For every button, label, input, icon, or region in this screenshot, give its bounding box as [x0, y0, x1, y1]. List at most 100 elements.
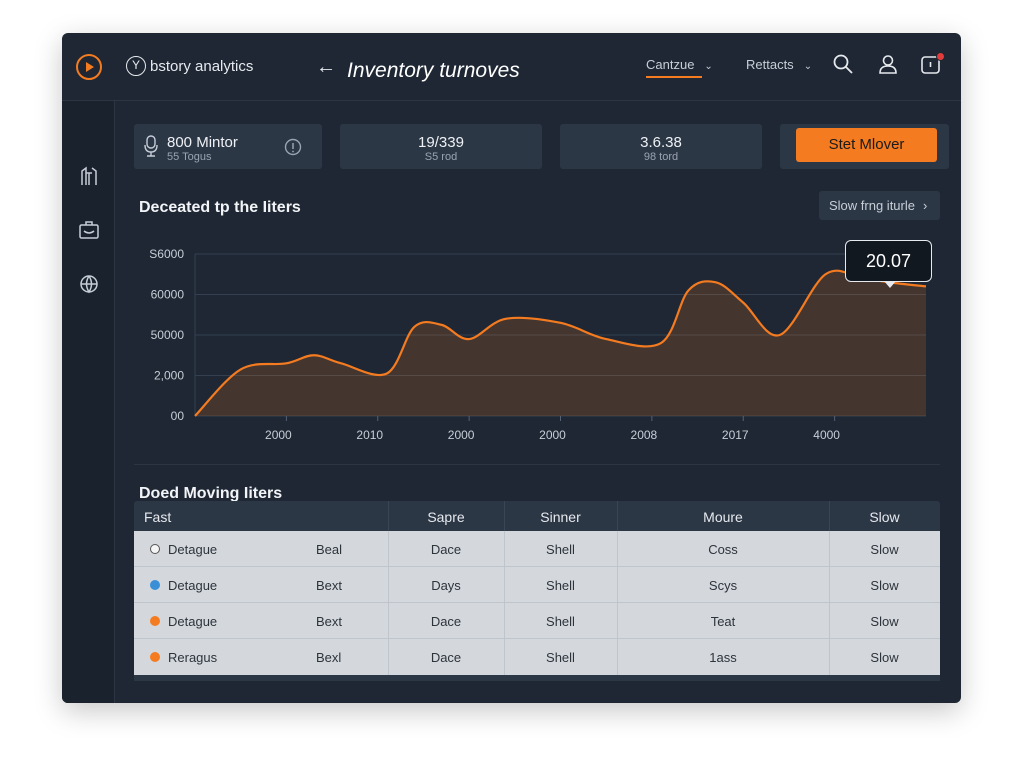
- stat-card-2[interactable]: 19/339 S5 rod: [340, 124, 542, 169]
- row-cell: Shell: [546, 650, 575, 665]
- column-divider: [388, 531, 389, 675]
- stat-card-3[interactable]: 3.6.38 98 tord: [560, 124, 762, 169]
- search-icon[interactable]: [832, 53, 854, 75]
- table-footer: [134, 675, 940, 681]
- row-cell: Days: [431, 578, 461, 593]
- column-header[interactable]: Fast: [144, 509, 172, 525]
- chart-area: [195, 270, 926, 416]
- chart-title: Deceated tp the Iiters: [139, 199, 301, 216]
- section-divider: [134, 464, 940, 465]
- page-title: Inventory turnoves: [347, 59, 520, 82]
- status-dot: [150, 544, 160, 554]
- row-cell: Slow: [870, 542, 899, 557]
- start-mover-button[interactable]: Stet Mlover: [796, 128, 937, 162]
- chevron-down-icon: ⌄: [803, 61, 813, 72]
- x-tick-label: 2008: [631, 428, 658, 442]
- row-name: Detague: [168, 542, 218, 557]
- row-cell: Slow: [870, 614, 899, 629]
- notification-icon[interactable]: [920, 53, 942, 75]
- row-name: Detague: [168, 578, 218, 593]
- stat-value: 800 Mintor: [167, 134, 238, 151]
- row-cell: Shell: [546, 578, 575, 593]
- row-cell: Shell: [546, 542, 575, 557]
- microphone-icon: [144, 135, 158, 157]
- nav-item-label: Cantzue: [646, 57, 695, 72]
- table-row[interactable]: Reragus Bexl Dace Shell 1ass Slow: [134, 639, 940, 675]
- column-header[interactable]: Slow: [869, 509, 900, 525]
- briefcase-icon[interactable]: [78, 219, 100, 241]
- y-tick-label: 60000: [151, 288, 185, 302]
- nav-item-label: Rettacts: [746, 57, 794, 72]
- brand-mark-icon: Y: [126, 56, 146, 76]
- app-window: Y bstory analytics ← Inventory turnoves …: [62, 33, 961, 703]
- table-body: Detague Beal Dace Shell Coss Slow Detagu…: [134, 531, 940, 675]
- table-row[interactable]: Detague Bext Dace Shell Teat Slow: [134, 603, 940, 639]
- slow-filter-button[interactable]: Slow frng iturle ›: [819, 191, 940, 220]
- stat-value: 3.6.38: [640, 134, 682, 151]
- status-dot: [150, 580, 160, 590]
- y-tick-label: 2,000: [154, 369, 184, 383]
- row-cell: Shell: [546, 614, 575, 629]
- globe-icon[interactable]: [78, 273, 100, 295]
- back-arrow-icon[interactable]: ←: [316, 56, 336, 78]
- app-header: Y bstory analytics ← Inventory turnoves …: [62, 33, 961, 101]
- nav-item-rettacts[interactable]: Rettacts ⌄: [746, 57, 812, 72]
- row-cell: Teat: [710, 614, 736, 629]
- chevron-right-icon: ›: [922, 198, 928, 213]
- row-cell: 1ass: [709, 650, 737, 665]
- brand-name: bstory analytics: [150, 58, 254, 75]
- table-row[interactable]: Detague Beal Dace Shell Coss Slow: [134, 531, 940, 567]
- row-cell: Coss: [708, 542, 738, 557]
- row-cell: Slow: [870, 578, 899, 593]
- row-cell: Dace: [430, 614, 462, 629]
- row-cell: Dace: [430, 542, 462, 557]
- status-dot: [150, 652, 160, 662]
- stat-label: S5 rod: [424, 151, 458, 163]
- column-header[interactable]: Sapre: [427, 509, 465, 525]
- x-tick-label: 2000: [539, 428, 566, 442]
- chart-tooltip: 20.07: [845, 240, 932, 288]
- column-divider: [829, 531, 830, 675]
- table-row[interactable]: Detague Bext Days Shell Scys Slow: [134, 567, 940, 603]
- inventory-icon[interactable]: [78, 165, 100, 187]
- info-icon[interactable]: [284, 138, 302, 156]
- column-divider: [504, 501, 505, 531]
- column-header[interactable]: Moure: [703, 509, 743, 525]
- stat-value: 19/339: [418, 134, 464, 151]
- x-tick-label: 2010: [356, 428, 383, 442]
- slow-moving-table: Fast Sapre Sinner Moure Slow Detague Bea…: [134, 501, 940, 681]
- table-title: Doed Moving Iiters: [139, 485, 283, 502]
- notification-badge: [936, 52, 945, 61]
- column-divider: [388, 501, 389, 531]
- x-tick-label: 2000: [265, 428, 292, 442]
- status-dot: [150, 616, 160, 626]
- stat-label: 55 Togus: [167, 151, 212, 163]
- y-tick-label: 00: [171, 409, 185, 423]
- column-divider: [617, 531, 618, 675]
- x-tick-label: 4000: [813, 428, 840, 442]
- column-divider: [829, 501, 830, 531]
- stat-card-1[interactable]: 800 Mintor 55 Togus: [134, 124, 322, 169]
- row-cell: Bext: [316, 578, 343, 593]
- stat-label: 98 tord: [643, 151, 679, 163]
- row-cell: Slow: [870, 650, 899, 665]
- user-icon[interactable]: [877, 53, 899, 75]
- row-cell: Dace: [430, 650, 462, 665]
- x-tick-label: 2000: [448, 428, 475, 442]
- nav-item-cantzue[interactable]: Cantzue ⌄: [646, 57, 713, 78]
- inventory-chart: 00 2,000 50000 60000 S6000 2000 2010 2000 2000 2…: [149, 247, 927, 442]
- x-tick-label: 2017: [722, 428, 749, 442]
- column-divider: [504, 531, 505, 675]
- y-tick-label: S6000: [149, 247, 184, 261]
- y-tick-label: 50000: [151, 328, 185, 342]
- row-cell: Bexl: [316, 650, 342, 665]
- filter-label: Slow frng iturle: [829, 198, 915, 213]
- row-cell: Beal: [316, 542, 343, 557]
- column-header[interactable]: Sinner: [540, 509, 581, 525]
- row-cell: Scys: [708, 578, 738, 593]
- column-divider: [617, 501, 618, 531]
- play-logo-icon[interactable]: [76, 54, 102, 80]
- sidebar: [62, 101, 115, 703]
- row-name: Reragus: [168, 650, 218, 665]
- table-header: Fast Sapre Sinner Moure Slow: [134, 501, 940, 531]
